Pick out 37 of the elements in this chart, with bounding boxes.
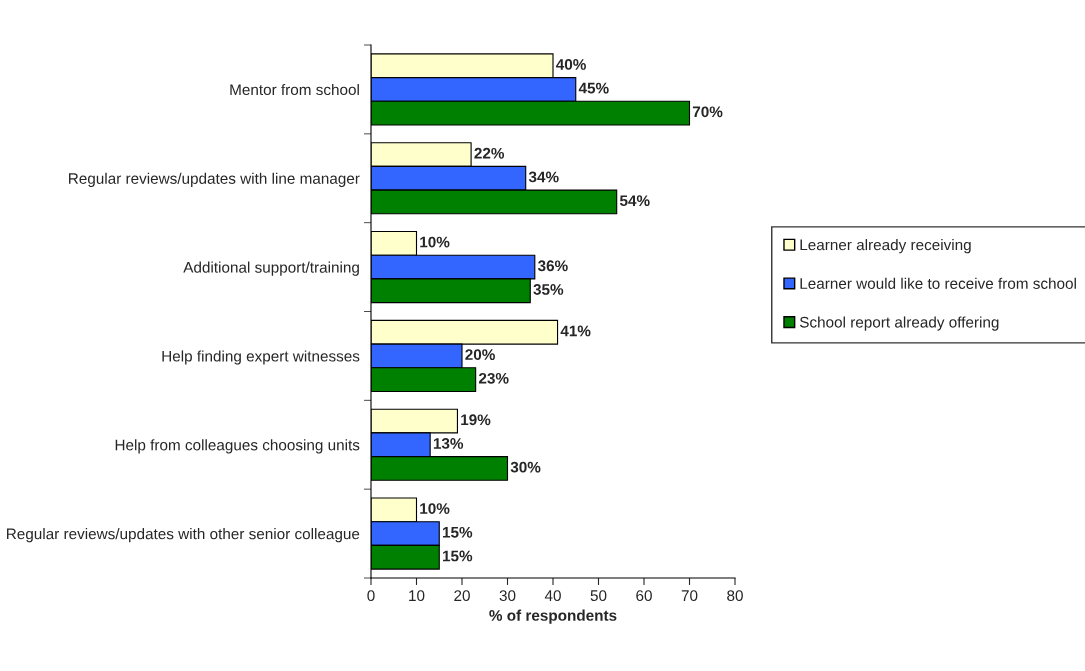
data-label: 20% [465, 349, 495, 361]
x-axis-title: % of respondents [489, 609, 617, 624]
data-label: 34% [528, 171, 559, 183]
data-label: 40% [556, 59, 586, 70]
y-tick-label: Mentor from school [230, 83, 359, 96]
data-label: 41% [560, 325, 591, 337]
data-label: 35% [533, 284, 564, 295]
x-tick-label: 80 [727, 590, 743, 602]
data-label: 36% [537, 260, 568, 272]
data-label: 22% [474, 147, 505, 159]
legend-label: School report already offering [799, 316, 999, 331]
legend-label: Learner already receiving [800, 239, 971, 254]
data-label: 54% [619, 195, 650, 207]
legend-label: Learner would like to receive from school [800, 277, 1076, 289]
x-tick-label: 20 [454, 590, 470, 602]
data-label: 45% [578, 82, 609, 94]
x-tick-label: 70 [681, 590, 698, 602]
x-tick-label: 30 [499, 590, 516, 602]
y-tick-label: Regular reviews/updates with other senior colleague [7, 528, 360, 543]
data-label: 13% [433, 438, 464, 449]
y-tick-label: Help from colleagues choosing units [115, 439, 360, 454]
x-tick-label: 50 [590, 590, 607, 602]
x-tick-label: 10 [409, 590, 425, 602]
x-tick-label: 40 [544, 590, 561, 602]
y-tick-label: Additional support/training [183, 261, 359, 276]
data-label: 70% [692, 106, 723, 118]
data-label: 23% [478, 372, 509, 384]
x-tick-label: 60 [636, 590, 652, 602]
y-tick-label: Help finding expert witnesses [162, 350, 360, 365]
data-label: 15% [442, 526, 473, 538]
data-label: 19% [461, 414, 491, 426]
y-tick-label: Regular reviews/updates with line manager [69, 172, 360, 187]
x-tick-label: 0 [367, 590, 375, 602]
data-label: 10% [420, 503, 450, 514]
data-label: 15% [442, 550, 473, 562]
data-label: 10% [420, 236, 450, 248]
data-label: 30% [510, 461, 541, 473]
